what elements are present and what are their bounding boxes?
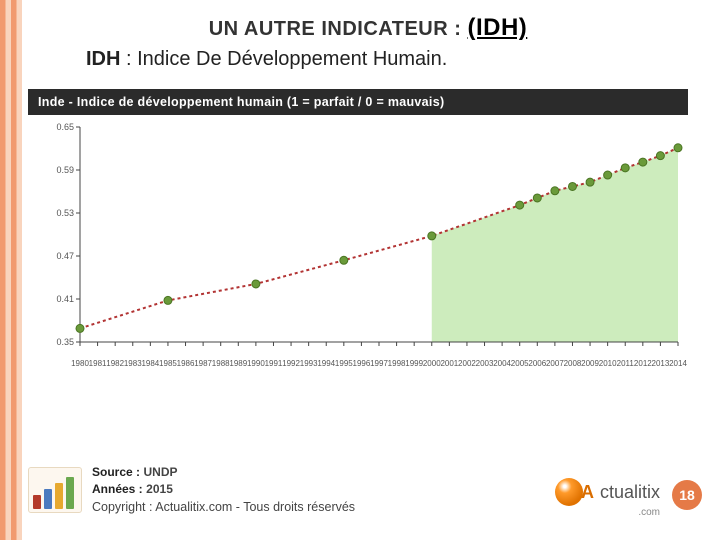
x-tick-label: 2001 [440,359,458,368]
x-tick-label: 2012 [634,359,652,368]
x-tick-label: 1993 [300,359,318,368]
title-prefix: UN AUTRE INDICATEUR [209,18,449,40]
x-tick-label: 1992 [282,359,300,368]
subtitle-bold: IDH [86,48,120,70]
x-tick-label: 2000 [423,359,441,368]
logo-globe-icon [555,478,583,506]
subtitle: IDH : Indice De Développement Humain. [86,48,708,71]
footer-source: UNDP [144,465,178,479]
page-number: 18 [679,487,695,503]
x-tick-label: 2013 [652,359,670,368]
footer-source-label: Source : [92,465,140,479]
x-tick-label: 1997 [370,359,388,368]
footer-copyright: Copyright : Actualitix.com - Tous droits… [92,499,355,517]
accent-stripes [0,0,22,540]
y-tick-label: 0.41 [56,294,74,304]
chart-area: 0.35 0.41 0.47 0.53 0.59 0.65 1980198119821983… [28,115,688,370]
title-colon: : [454,18,467,40]
x-tick-label: 1998 [388,359,406,368]
x-tick-label: 2006 [528,359,546,368]
x-tick-label: 2010 [599,359,617,368]
x-tick-label: 1996 [353,359,371,368]
x-tick-label: 1995 [335,359,353,368]
footer-years: 2015 [146,482,173,496]
footer-text: Source : UNDP Années : 2015 Copyright : … [92,464,355,517]
x-tick-label: 1985 [159,359,177,368]
x-tick-label: 1984 [141,359,159,368]
y-tick-label: 0.65 [56,122,74,132]
y-tick-label: 0.47 [56,251,74,261]
chart-container: Inde - Indice de développement humain (1… [28,89,688,370]
logo-suffix: .com [638,507,660,518]
x-tick-label: 1999 [405,359,423,368]
x-tick-label: 1986 [177,359,195,368]
page-number-badge: 18 [672,480,702,510]
y-tick-label: 0.59 [56,165,74,175]
x-tick-label: 1988 [212,359,230,368]
x-tick-label: 2004 [493,359,511,368]
x-tick-label: 2007 [546,359,564,368]
x-tick-label: 1981 [89,359,107,368]
chart-header: Inde - Indice de développement humain (1… [28,89,688,115]
x-tick-label: 1991 [265,359,283,368]
x-tick-label: 1994 [317,359,335,368]
x-tick-label: 2009 [581,359,599,368]
x-tick-label: 2002 [458,359,476,368]
y-tick-label: 0.53 [56,208,74,218]
title-idh: (IDH) [467,14,527,41]
bar-icon [28,467,82,513]
logo-text: Actualitix [587,482,660,503]
x-tick-label: 1990 [247,359,265,368]
x-tick-label: 2003 [476,359,494,368]
x-tick-label: 1982 [106,359,124,368]
y-tick-label: 0.35 [56,337,74,347]
page-title: UN AUTRE INDICATEUR : (IDH) [28,14,708,42]
x-tick-label: 2008 [564,359,582,368]
x-tick-label: 2014 [669,359,687,368]
x-tick-label: 1989 [229,359,247,368]
x-tick-label: 1980 [71,359,89,368]
x-tick-label: 2011 [617,359,634,368]
logo: Actualitix [555,478,660,506]
x-tick-label: 1987 [194,359,212,368]
source-footer: Source : UNDP Années : 2015 Copyright : … [28,464,355,517]
subtitle-rest: : Indice De Développement Humain. [120,48,447,70]
x-tick-label: 2005 [511,359,529,368]
x-tick-label: 1983 [124,359,142,368]
footer-years-label: Années : [92,482,143,496]
